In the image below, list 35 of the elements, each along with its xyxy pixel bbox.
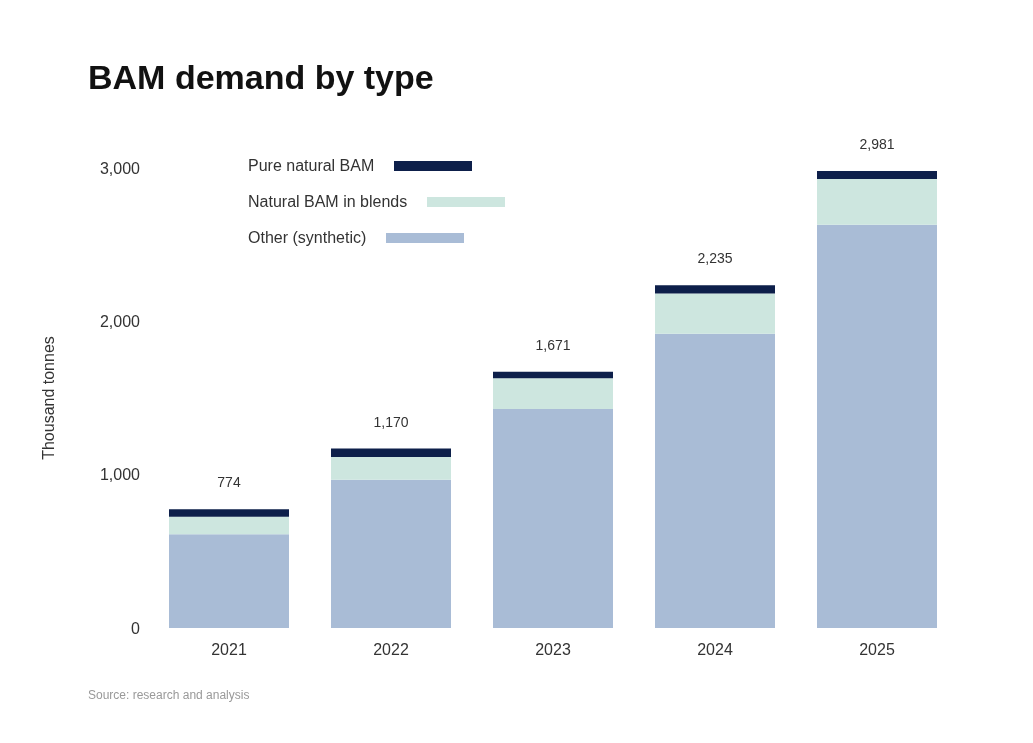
bar bbox=[331, 479, 451, 628]
bar bbox=[655, 333, 775, 628]
y-tick-label: 3,000 bbox=[99, 159, 141, 177]
y-tick-label: 0 bbox=[131, 619, 141, 637]
total-label: 2,235 bbox=[697, 250, 733, 267]
bar bbox=[331, 448, 451, 457]
bar bbox=[655, 293, 775, 334]
bar bbox=[169, 509, 289, 517]
total-label: 774 bbox=[217, 474, 241, 491]
y-tick-label: 1,000 bbox=[99, 466, 141, 484]
source-note: Source: research and analysis bbox=[88, 688, 250, 702]
bar bbox=[331, 456, 451, 480]
y-axis-title: Thousand tonnes bbox=[39, 336, 57, 460]
total-label: 1,671 bbox=[535, 336, 571, 353]
x-tick-label: 2023 bbox=[535, 641, 571, 659]
bar bbox=[493, 408, 613, 628]
legend-label: Natural BAM in blends bbox=[248, 193, 408, 211]
x-tick-label: 2025 bbox=[859, 641, 895, 659]
x-tick-label: 2024 bbox=[697, 641, 733, 659]
bar bbox=[817, 224, 937, 628]
total-label: 2,981 bbox=[859, 135, 895, 152]
bar bbox=[817, 179, 937, 225]
bar bbox=[169, 534, 289, 628]
total-label: 1,170 bbox=[373, 413, 409, 430]
legend-label: Pure natural BAM bbox=[248, 157, 375, 175]
bar bbox=[655, 285, 775, 294]
y-tick-label: 2,000 bbox=[99, 313, 141, 331]
legend-label: Other (synthetic) bbox=[248, 229, 367, 247]
chart-title: BAM demand by type bbox=[88, 58, 434, 97]
x-tick-label: 2021 bbox=[211, 641, 247, 659]
x-tick-label: 2022 bbox=[373, 641, 409, 659]
bar bbox=[493, 378, 613, 409]
bar bbox=[493, 371, 613, 379]
bar bbox=[817, 170, 937, 180]
bar bbox=[169, 516, 289, 535]
